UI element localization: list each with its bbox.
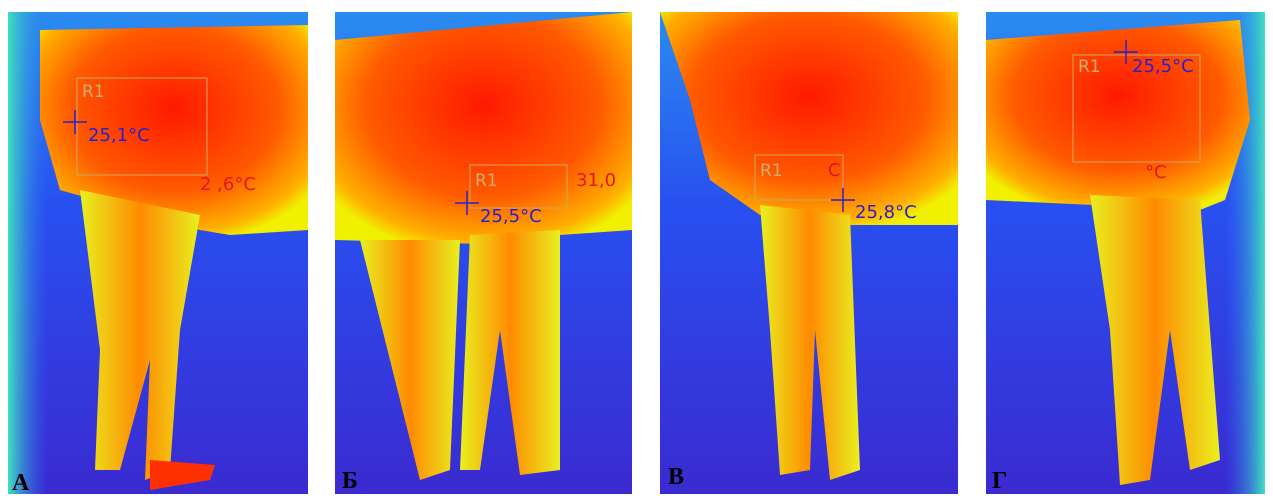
panel-c: R1 C 25,8°C В xyxy=(660,12,958,494)
roi-label: R1 xyxy=(475,171,498,191)
temperature: 25,8°C xyxy=(855,202,917,223)
panel-letter: Г xyxy=(992,468,1007,494)
temperature: 25,5°C xyxy=(480,206,542,227)
panel-letter: А xyxy=(12,470,30,496)
temperature: 25,5°C xyxy=(1132,56,1194,77)
roi-label: R1 xyxy=(82,82,105,102)
temperature: 25,1°C xyxy=(88,125,150,146)
temperature-partial: C xyxy=(828,160,841,181)
roi-label: R1 xyxy=(760,161,783,181)
panel-a: R1 25,1°C 2 ,6°C А xyxy=(8,12,308,496)
panel-d: R1 25,5°C °C Г xyxy=(986,12,1265,494)
temperature-partial: °C xyxy=(1145,162,1167,183)
roi-label: R1 xyxy=(1078,57,1101,77)
panel-letter: Б xyxy=(342,468,358,494)
panel-letter: В xyxy=(668,464,684,490)
temperature-partial: 31,0 xyxy=(576,170,616,191)
panel-b: R1 31,0 25,5°C Б xyxy=(335,12,632,494)
temperature-partial: 2 ,6°C xyxy=(200,174,256,195)
